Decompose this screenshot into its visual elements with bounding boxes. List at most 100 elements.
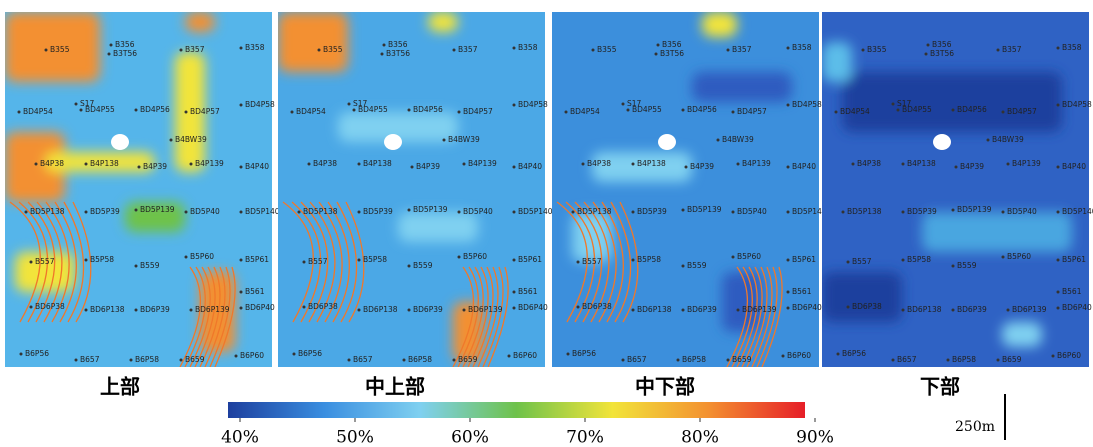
well-label: BD4P56 [957, 105, 987, 114]
well-label: BD6P38 [308, 302, 338, 311]
well-dot [787, 104, 790, 107]
well-dot [847, 261, 850, 264]
well-dot [30, 306, 33, 309]
map-zone [428, 12, 458, 32]
well-label: BD6P39 [140, 305, 170, 314]
well-dot [787, 307, 790, 310]
well-dot [185, 111, 188, 114]
well-label: B4P39 [143, 162, 167, 171]
map-zone [922, 212, 1072, 252]
well-label: B4P139 [468, 159, 497, 168]
well-dot [787, 47, 790, 50]
well-label: B5P60 [737, 252, 761, 261]
map-raster [278, 12, 545, 367]
well-dot [902, 163, 905, 166]
well-dot [513, 291, 516, 294]
well-dot [308, 163, 311, 166]
well-label: BD5P140 [518, 207, 553, 216]
well-label: BD6P40 [245, 303, 275, 312]
well-label: B4P38 [40, 159, 64, 168]
well-dot [383, 44, 386, 47]
well-label: B4P139 [742, 159, 771, 168]
well-dot [862, 49, 865, 52]
well-dot [577, 261, 580, 264]
well-dot [303, 306, 306, 309]
well-label: B5P58 [363, 255, 387, 264]
well-dot [1057, 211, 1060, 214]
well-label: B6P58 [682, 355, 706, 364]
well-dot [1002, 211, 1005, 214]
well-label: BD5P40 [1007, 207, 1037, 216]
well-dot [677, 359, 680, 362]
well-label: B6P60 [513, 351, 537, 360]
well-label: B358 [518, 43, 538, 52]
well-label: B4P38 [587, 159, 611, 168]
well-dot [592, 49, 595, 52]
well-label: BD4P58 [792, 100, 822, 109]
well-dot [240, 47, 243, 50]
blank-area [384, 134, 402, 150]
well-dot [85, 211, 88, 214]
well-label: B4P39 [960, 162, 984, 171]
well-label: B559 [957, 261, 977, 270]
well-dot [892, 103, 895, 106]
well-dot [567, 353, 570, 356]
well-dot [240, 166, 243, 169]
panel-title: 下部 [920, 375, 960, 399]
well-label: B3T56 [930, 49, 954, 58]
well-label: BD5P39 [907, 207, 937, 216]
well-dot [732, 256, 735, 259]
map-raster [5, 12, 272, 367]
well-label: B6P60 [240, 351, 264, 360]
colorbar-tick-label: 70% [566, 428, 604, 447]
well-dot [622, 359, 625, 362]
well-label: B355 [867, 45, 887, 54]
well-dot [682, 265, 685, 268]
well-label: B358 [245, 43, 265, 52]
well-dot [727, 359, 730, 362]
well-dot [513, 307, 516, 310]
map-zone [822, 272, 902, 322]
well-dot [85, 163, 88, 166]
well-dot [458, 211, 461, 214]
well-dot [513, 166, 516, 169]
well-dot [1002, 111, 1005, 114]
well-dot [240, 211, 243, 214]
well-dot [408, 309, 411, 312]
well-dot [952, 209, 955, 212]
well-label: B659 [458, 355, 478, 364]
well-label: BD6P39 [413, 305, 443, 314]
well-label: B6P58 [135, 355, 159, 364]
well-label: B4P38 [857, 159, 881, 168]
well-dot [85, 309, 88, 312]
well-dot [1057, 166, 1060, 169]
well-dot [1007, 163, 1010, 166]
well-dot [632, 259, 635, 262]
well-dot [632, 211, 635, 214]
well-dot [947, 359, 950, 362]
well-dot [622, 103, 625, 106]
well-label: B6P56 [842, 349, 866, 358]
well-dot [348, 359, 351, 362]
map-raster [552, 12, 819, 367]
map-zone [822, 42, 852, 82]
well-label: B557 [582, 257, 602, 266]
well-dot [411, 166, 414, 169]
well-label: B561 [245, 287, 265, 296]
well-dot [655, 53, 658, 56]
well-dot [240, 259, 243, 262]
well-dot [737, 309, 740, 312]
well-dot [632, 309, 635, 312]
well-label: BD5P140 [245, 207, 280, 216]
well-label: B659 [732, 355, 752, 364]
colorbar-tick-label: 50% [336, 428, 374, 447]
well-label: BD5P39 [90, 207, 120, 216]
well-dot [298, 211, 301, 214]
well-label: BD4P58 [518, 100, 548, 109]
well-label: B4P139 [1012, 159, 1041, 168]
map-panel: B355B356B3T56B357B358S17BD4P54BD4P55BD4P… [278, 12, 553, 367]
well-label: B6P58 [952, 355, 976, 364]
well-dot [463, 309, 466, 312]
well-dot [508, 355, 511, 358]
well-label: BD4P55 [632, 105, 662, 114]
